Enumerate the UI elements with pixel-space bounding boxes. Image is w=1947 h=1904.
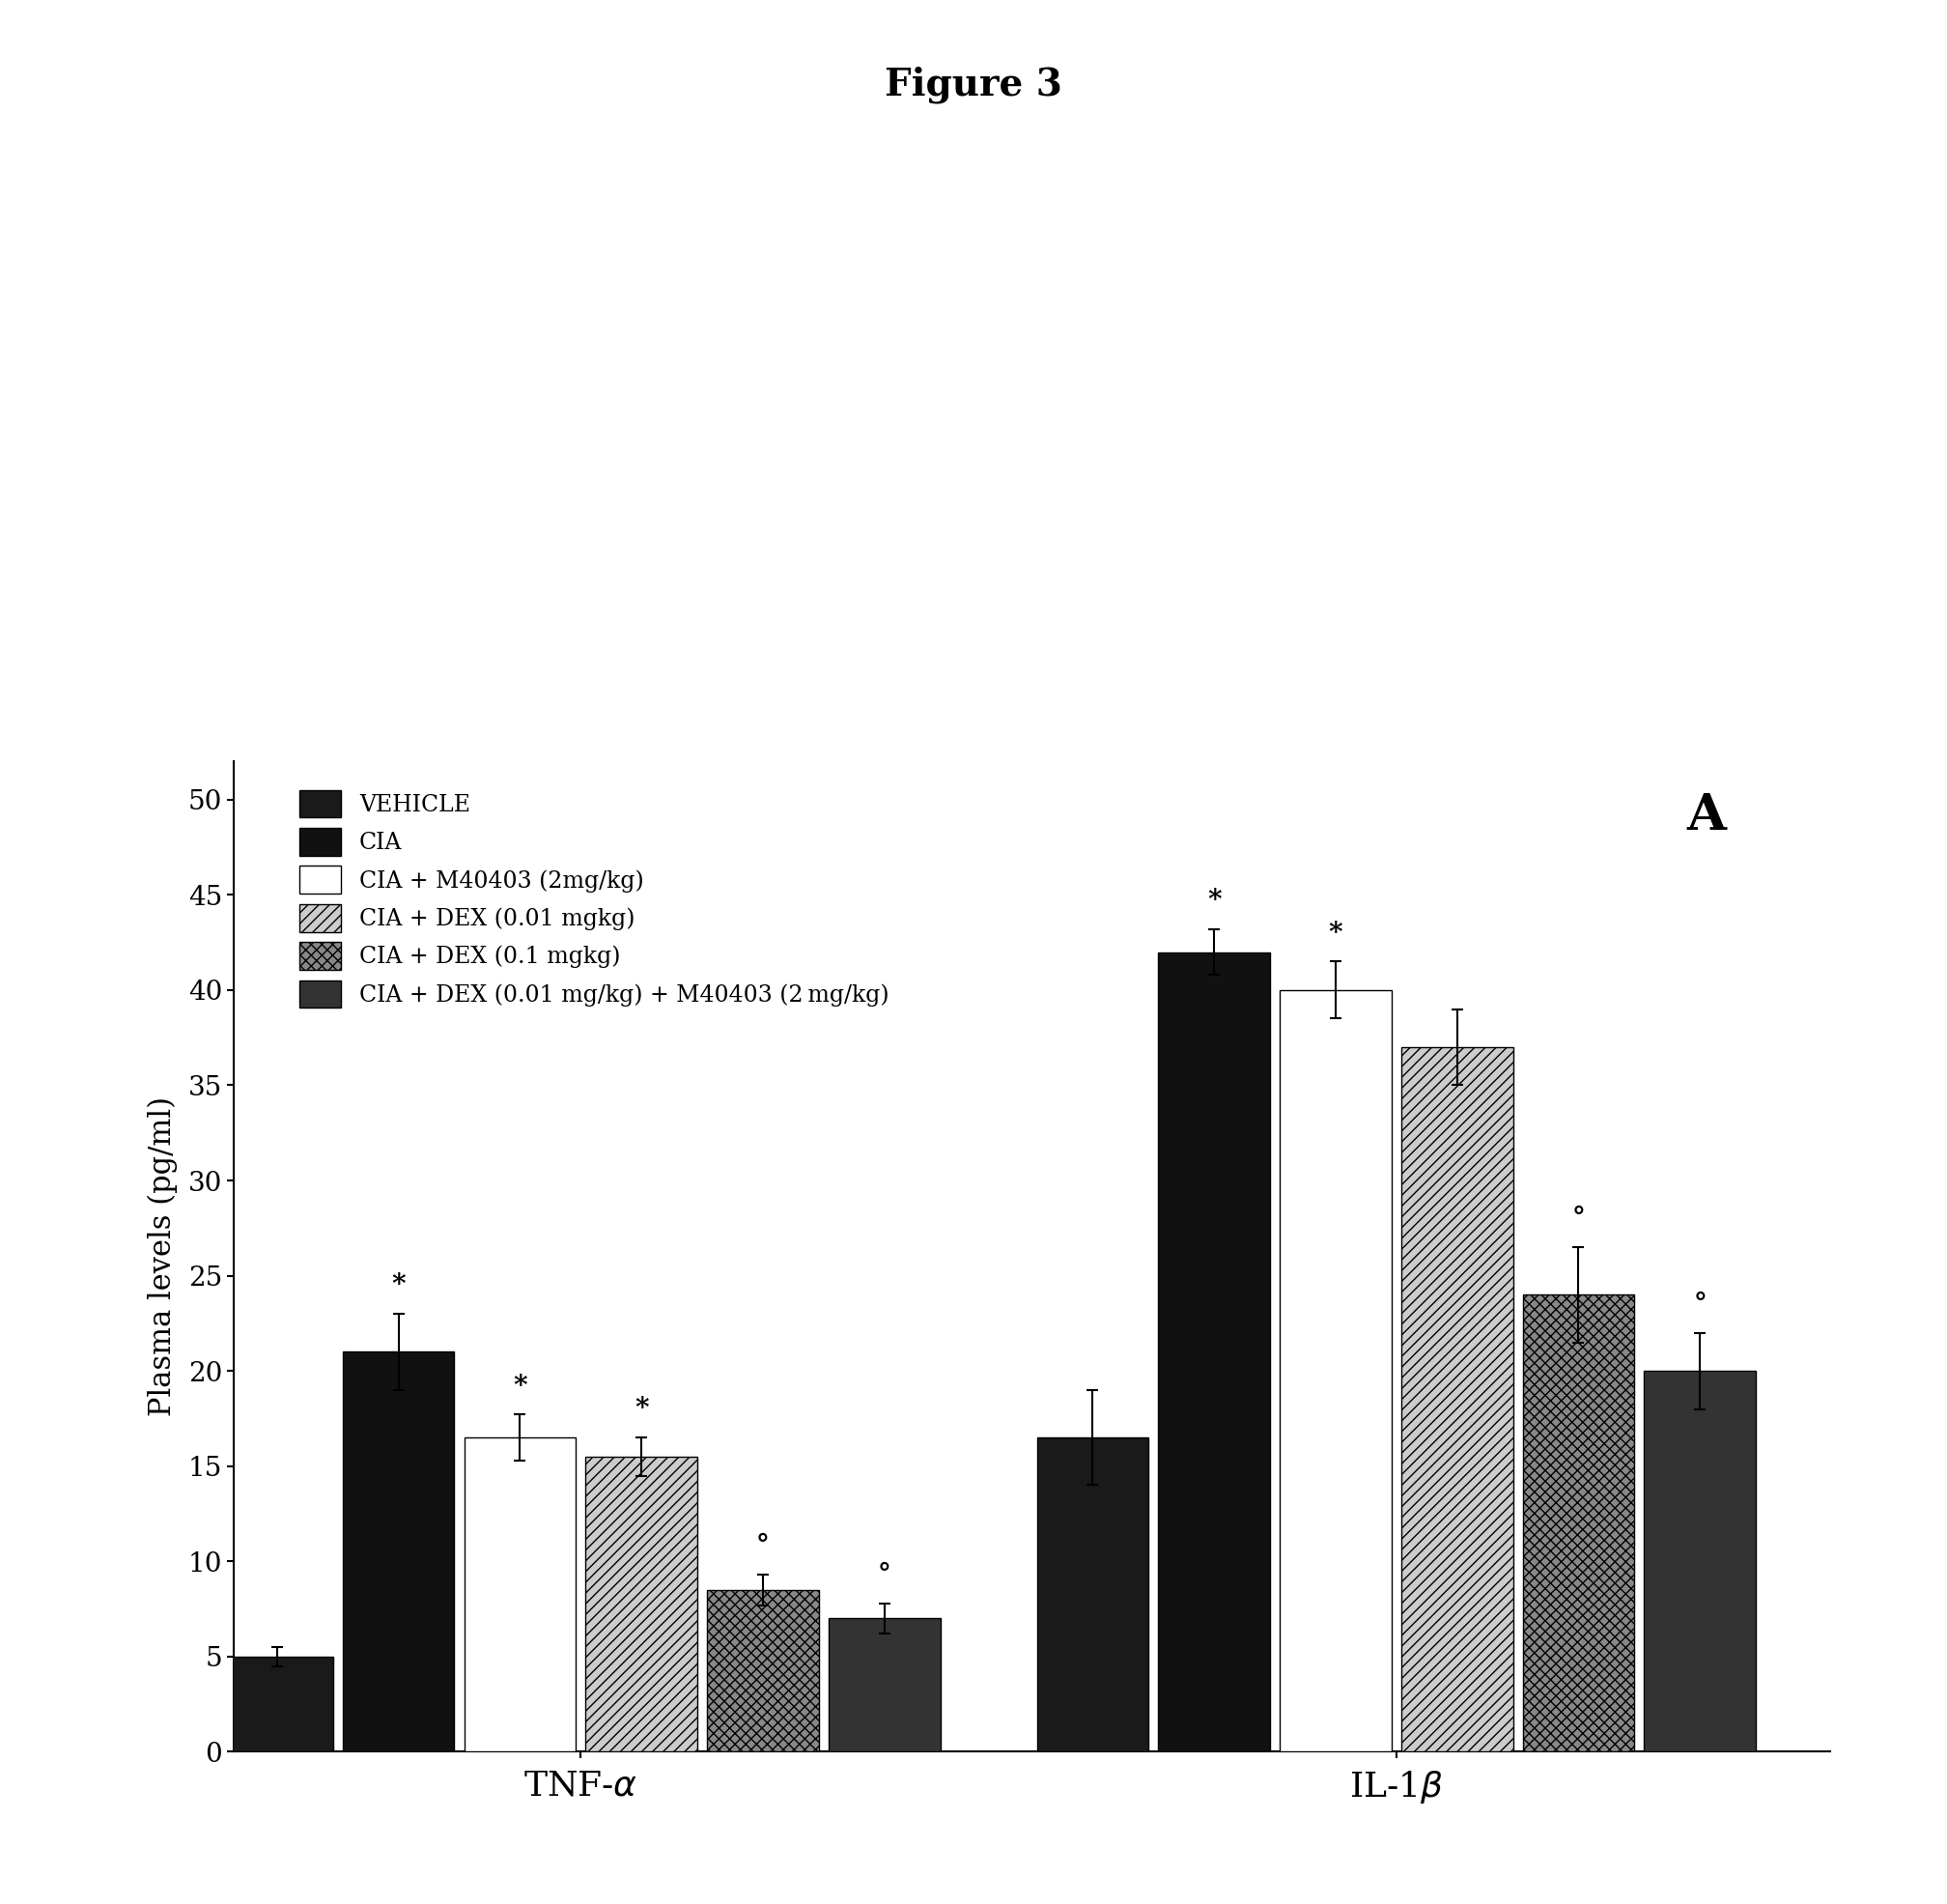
Bar [1523, 1295, 1634, 1752]
Bar [829, 1618, 940, 1752]
Text: °: ° [1571, 1205, 1585, 1232]
Text: *: * [391, 1272, 405, 1299]
Text: °: ° [1694, 1291, 1708, 1318]
Bar [1158, 952, 1269, 1752]
Bar [1643, 1371, 1756, 1752]
Bar [1279, 990, 1392, 1752]
Y-axis label: Plasma levels (pg/ml): Plasma levels (pg/ml) [148, 1097, 177, 1417]
Text: Figure 3: Figure 3 [884, 67, 1063, 105]
Bar [1402, 1047, 1513, 1752]
Bar [222, 1656, 333, 1752]
Bar [586, 1457, 697, 1752]
Legend: VEHICLE, CIA, CIA + M40403 (2mg/kg), CIA + DEX (0.01 mgkg), CIA + DEX (0.1 mgkg): VEHICLE, CIA, CIA + M40403 (2mg/kg), CIA… [292, 783, 896, 1015]
Text: °: ° [755, 1533, 769, 1559]
Text: °: ° [878, 1561, 892, 1588]
Text: *: * [1328, 920, 1343, 946]
Bar [707, 1590, 820, 1752]
Bar [1036, 1438, 1149, 1752]
Bar [463, 1438, 576, 1752]
Bar [343, 1352, 454, 1752]
Text: *: * [512, 1373, 528, 1399]
Text: A: A [1686, 792, 1725, 840]
Text: *: * [1207, 887, 1221, 914]
Text: *: * [635, 1396, 648, 1422]
